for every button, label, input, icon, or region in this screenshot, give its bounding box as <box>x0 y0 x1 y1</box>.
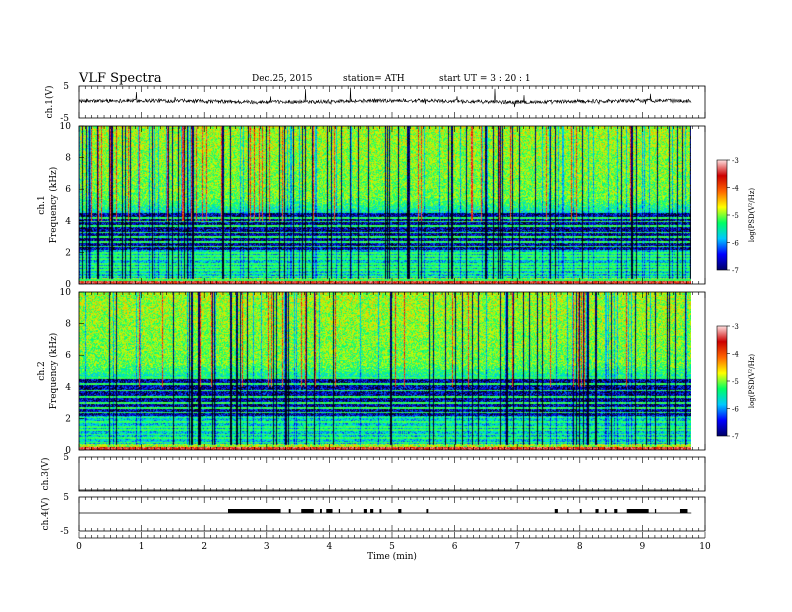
figure-title: VLF Spectra <box>79 71 162 86</box>
ch2-ytick-label: 4 <box>65 383 71 393</box>
ch4-waveform-ylabel: ch.4(V) <box>40 498 51 531</box>
ch1-colorbar-tick-label: -3 <box>732 157 739 165</box>
ch1-ytick-label: -5 <box>60 114 69 124</box>
ch1-colorbar-label: log(PSD(V²/Hz) <box>748 188 756 243</box>
ch4-pulse <box>604 509 607 513</box>
ch4-pulse <box>595 509 599 513</box>
ch1-ytick-label: 6 <box>65 185 71 195</box>
ch4-pulse <box>554 509 558 513</box>
x-tick-label: 1 <box>139 542 145 552</box>
spectrogram-image-2 <box>79 292 691 450</box>
ch2-ytick-label: 2 <box>65 414 71 424</box>
ch4-pulse <box>614 509 618 513</box>
x-axis-label: Time (min) <box>367 551 417 562</box>
start-time-label: start UT = 3 : 20 : 1 <box>439 74 531 84</box>
ch2-ytick-label: 6 <box>65 351 71 361</box>
ch4-pulse <box>351 509 353 513</box>
ch4-pulse <box>426 509 429 513</box>
spectrogram-image-1 <box>79 126 691 284</box>
ch1-colorbar <box>716 159 728 271</box>
ch4-waveform-xticks <box>78 497 706 531</box>
ch1-waveform-line <box>78 87 692 108</box>
ch1-waveform-xticks <box>78 86 706 118</box>
ch4-pulse <box>654 509 657 513</box>
ch2-ytick-label: 10 <box>60 288 72 298</box>
ch4-pulse <box>370 509 374 513</box>
ch2-ytick-label: 0 <box>65 446 71 456</box>
ch3-waveform-ylabel: ch.3(V) <box>40 458 51 491</box>
ch4-pulse <box>326 509 333 513</box>
ch4-pulse <box>679 509 688 513</box>
x-tick-label: 8 <box>577 542 583 552</box>
x-tick-label: 10 <box>699 542 711 552</box>
ch4-pulse <box>320 509 322 513</box>
ch1-colorbar-tick-label: -5 <box>732 212 739 220</box>
ch4-pulse <box>301 509 314 513</box>
station-label: station= ATH <box>343 74 405 84</box>
ch2-colorbar-label: log(PSD(V²/Hz) <box>748 354 756 409</box>
panels <box>78 87 692 514</box>
ch1-spectrogram-xticks <box>78 126 706 284</box>
ch2-ytick-label: 8 <box>65 320 71 330</box>
ch4-pulse <box>626 509 649 513</box>
ch4-pulse <box>338 509 341 513</box>
x-tick-label: 5 <box>389 542 395 552</box>
ch3-ytick-label: 5 <box>63 453 69 463</box>
ch4-pulse <box>227 509 281 513</box>
x-tick-label: 6 <box>452 542 458 552</box>
ch1-colorbar-tick-label: -6 <box>732 240 739 248</box>
ch2-colorbar <box>716 325 728 437</box>
ch3-waveform-xticks <box>78 457 706 491</box>
ch2-colorbar-tick-label: -6 <box>732 406 739 414</box>
ch4-pulse <box>288 509 291 513</box>
x-tick-label: 2 <box>201 542 207 552</box>
ch4-pulse <box>579 509 582 513</box>
ch4-pulse <box>379 509 382 513</box>
ch1-ytick-label: 8 <box>65 154 71 164</box>
ch2-frequency-ylabel: Frequency (kHz) <box>48 333 59 410</box>
ch1-ytick-label: 2 <box>65 248 71 258</box>
ch4-ytick-label: -5 <box>60 527 69 537</box>
ch1-colorbar-tick-label: -4 <box>732 185 739 193</box>
ch2-colorbar-tick-label: -4 <box>732 351 739 359</box>
ch2-colorbar-tick-label: -7 <box>732 433 739 441</box>
ch1-waveform-ylabel: ch.1(V) <box>44 86 55 119</box>
ch1-ytick-label: 4 <box>65 217 71 227</box>
x-tick-label: 4 <box>327 542 333 552</box>
ch4-pulse <box>398 509 402 513</box>
ch4-pulse <box>567 509 569 513</box>
x-tick-label: 9 <box>640 542 646 552</box>
ch1-frequency-ylabel: Frequency (kHz) <box>48 167 59 244</box>
ch4-ytick-label: 5 <box>63 493 69 503</box>
ch1-label: ch.1 <box>37 195 47 214</box>
ch1-ytick-label: 10 <box>60 122 72 132</box>
ch1-colorbar-tick-label: -7 <box>732 267 739 275</box>
x-tick-label: 7 <box>514 542 520 552</box>
ch1-ytick-label: 0 <box>65 280 71 290</box>
ch2-spectrogram-xticks <box>78 292 706 450</box>
ch1-ytick-label: 5 <box>63 82 69 92</box>
ch2-label: ch.2 <box>37 361 47 380</box>
ch2-colorbar-tick-label: -3 <box>732 323 739 331</box>
x-tick-label: 3 <box>264 542 270 552</box>
x-tick-label: 0 <box>76 542 82 552</box>
ch2-colorbar-tick-label: -5 <box>732 378 739 386</box>
date-label: Dec.25, 2015 <box>252 74 313 84</box>
ch4-pulse <box>363 509 367 513</box>
